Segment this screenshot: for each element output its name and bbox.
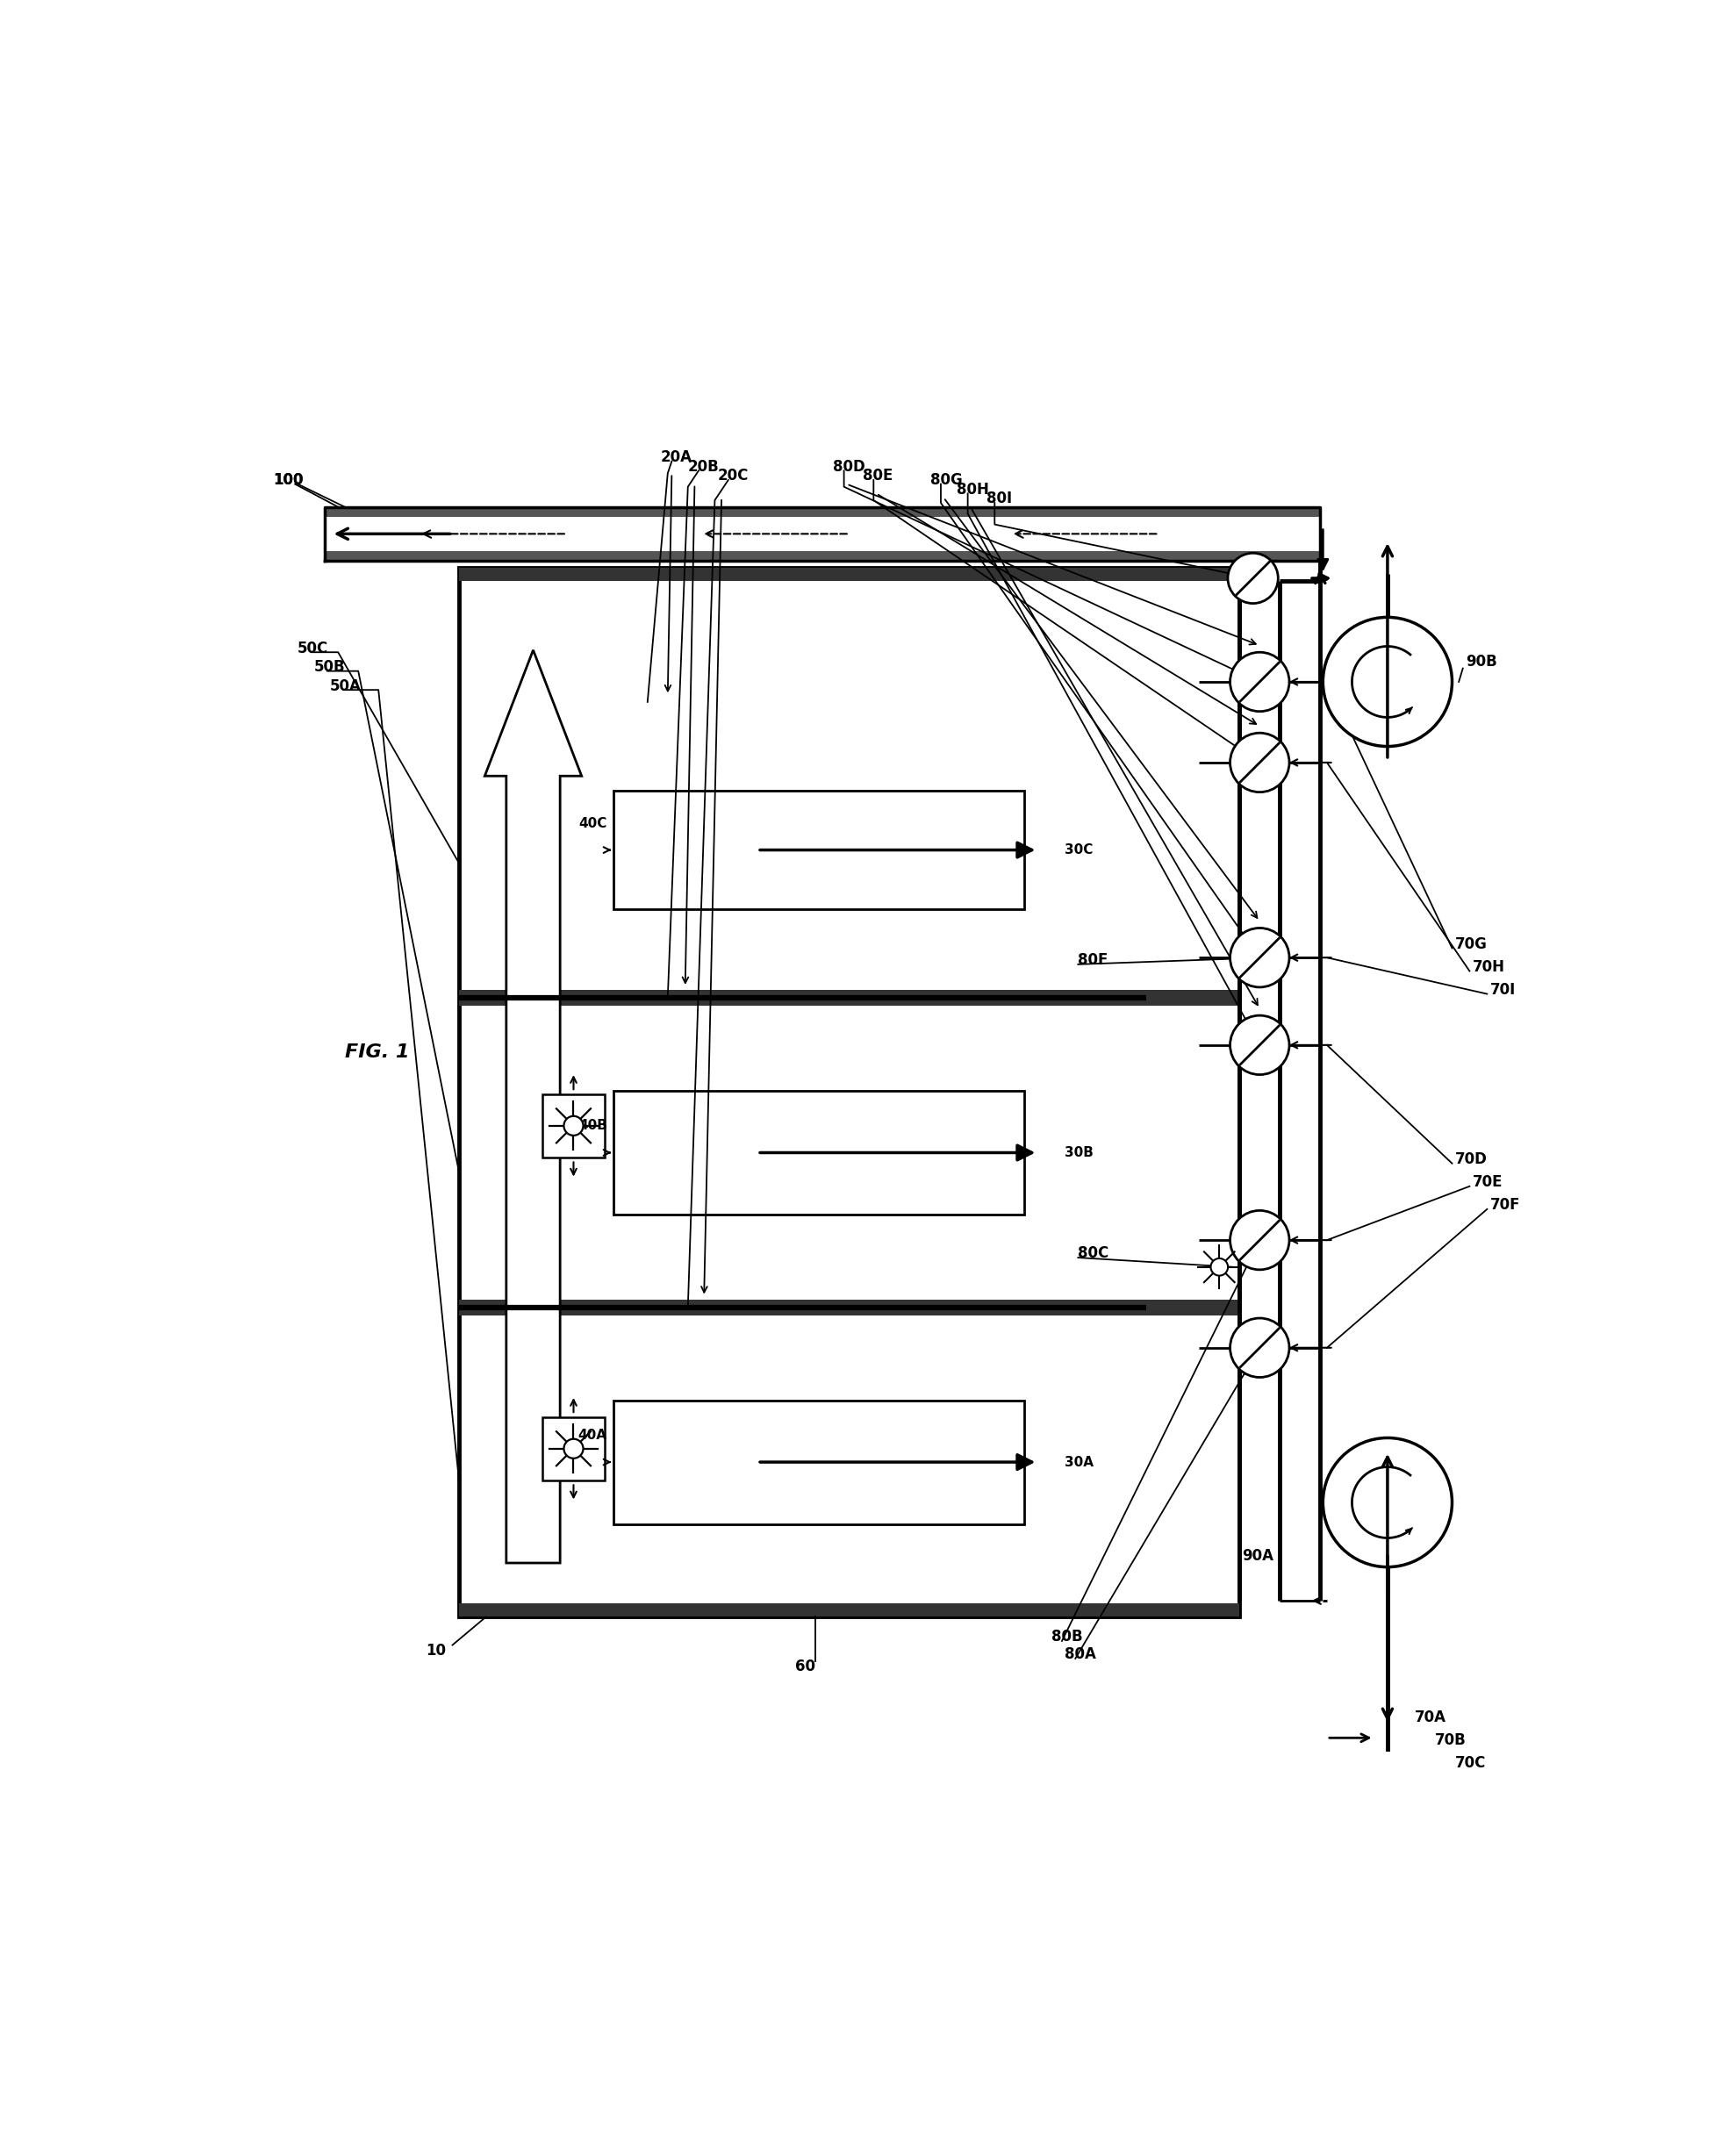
Text: 100: 100 (274, 472, 304, 487)
Text: 80H: 80H (957, 481, 990, 498)
Text: 90B: 90B (1465, 654, 1496, 669)
Bar (615, 1401, 1024, 1523)
Bar (542, 1416, 606, 1480)
Bar (458, 568, 1240, 581)
Text: 20C: 20C (717, 468, 748, 485)
Bar (615, 1091, 1024, 1215)
Circle shape (1323, 1438, 1451, 1568)
Circle shape (1231, 651, 1290, 711)
Text: 100: 100 (274, 472, 304, 487)
Text: 60: 60 (795, 1660, 816, 1675)
Text: 30C: 30C (1064, 844, 1094, 857)
Circle shape (1323, 617, 1451, 745)
Bar (458, 989, 1240, 1006)
Text: 70D: 70D (1455, 1151, 1488, 1166)
Text: 10: 10 (425, 1643, 446, 1658)
Text: 70E: 70E (1472, 1175, 1503, 1190)
Circle shape (1231, 1015, 1290, 1074)
Text: 40B: 40B (578, 1119, 608, 1132)
Bar (542, 1094, 606, 1158)
Text: 80B: 80B (1052, 1630, 1083, 1645)
Circle shape (1227, 553, 1278, 602)
Bar (325, 517, 1321, 551)
Text: 40C: 40C (578, 816, 608, 829)
Text: 50C: 50C (299, 641, 328, 656)
Text: 20A: 20A (661, 449, 693, 466)
Text: 80E: 80E (863, 468, 892, 485)
Bar (458, 568, 1240, 1617)
Polygon shape (484, 649, 582, 1564)
Bar (325, 506, 1321, 517)
Text: 70H: 70H (1472, 959, 1505, 974)
Circle shape (1231, 733, 1290, 792)
Text: 70F: 70F (1489, 1198, 1521, 1213)
Text: 70I: 70I (1489, 983, 1516, 998)
Text: 80F: 80F (1078, 953, 1108, 968)
Text: 20B: 20B (687, 459, 719, 474)
Text: 30A: 30A (1064, 1455, 1094, 1470)
Circle shape (1210, 1258, 1227, 1275)
Text: 70B: 70B (1434, 1732, 1465, 1749)
Bar (458, 1604, 1240, 1617)
Text: 80C: 80C (1078, 1245, 1109, 1262)
Circle shape (1231, 927, 1290, 987)
Circle shape (564, 1117, 583, 1136)
Circle shape (564, 1440, 583, 1459)
Text: 80A: 80A (1064, 1647, 1095, 1662)
Text: 70A: 70A (1415, 1709, 1446, 1726)
Text: 70G: 70G (1455, 936, 1488, 953)
Bar (325, 551, 1321, 562)
Text: 30B: 30B (1064, 1147, 1094, 1160)
Text: 80G: 80G (930, 472, 962, 487)
Text: 90A: 90A (1243, 1549, 1274, 1564)
Text: 40A: 40A (578, 1429, 608, 1442)
Text: 50B: 50B (314, 660, 345, 675)
Circle shape (1231, 1318, 1290, 1378)
Bar (458, 1299, 1240, 1316)
Bar (615, 790, 1024, 910)
Text: 70C: 70C (1455, 1756, 1486, 1771)
Text: FIG. 1: FIG. 1 (345, 1042, 410, 1062)
Text: 80I: 80I (986, 491, 1012, 506)
Circle shape (1231, 1211, 1290, 1269)
Text: 80D: 80D (833, 459, 866, 474)
Text: 50A: 50A (330, 677, 361, 694)
